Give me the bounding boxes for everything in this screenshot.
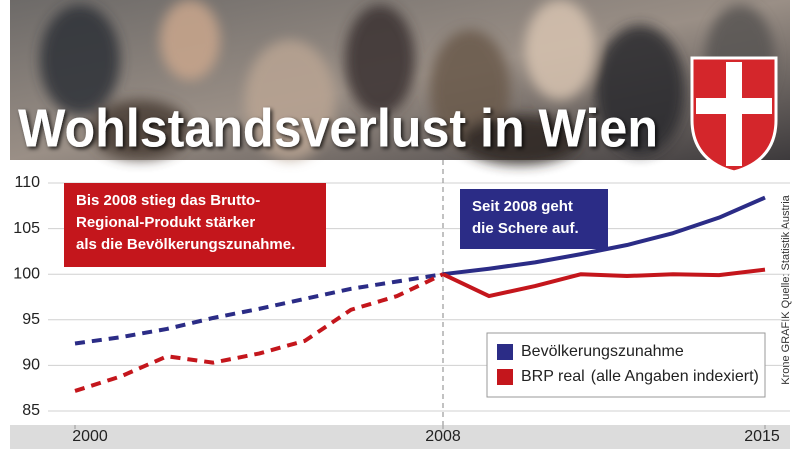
legend-swatch (497, 369, 513, 385)
annotation-text: als die Bevölkerungszunahme. (76, 236, 295, 253)
source: Krone GRAFIK Quelle: Statistik Austria (780, 194, 792, 384)
series-line (74, 272, 444, 346)
annotation-text: die Schere auf. (472, 220, 579, 237)
series-line (442, 267, 766, 299)
y-tick-label: 90 (22, 357, 40, 374)
y-tick-label: 95 (22, 311, 40, 328)
annotation-text: Bis 2008 stieg das Brutto- (76, 192, 260, 209)
y-tick-label: 100 (13, 265, 40, 282)
coat-of-arms (690, 56, 778, 174)
series-line (442, 195, 766, 277)
legend-note: (alle Angaben indexiert) (591, 368, 759, 385)
chart-title: Wohlstandsverlust in Wien (18, 98, 658, 158)
legend-label: Bevölkerungszunahme (521, 343, 684, 360)
annotation-text: Seit 2008 geht (472, 198, 573, 215)
x-axis-band (10, 425, 790, 449)
x-tick-label: 2000 (72, 428, 108, 445)
x-tick-label: 2015 (744, 428, 780, 445)
legend-box (486, 332, 766, 398)
series-line (74, 272, 444, 393)
y-tick-label: 85 (22, 402, 40, 419)
legend-swatch (497, 344, 513, 360)
legend-label: BRP real (521, 368, 585, 385)
annotation-text: Regional-Produkt stärker (76, 214, 255, 231)
annotation-box (460, 189, 608, 249)
annotation-box (64, 183, 326, 267)
header-photo (10, 0, 790, 165)
y-tick-label: 105 (13, 220, 40, 237)
x-tick-label: 2008 (425, 428, 461, 445)
y-tick-label: 110 (14, 174, 40, 191)
